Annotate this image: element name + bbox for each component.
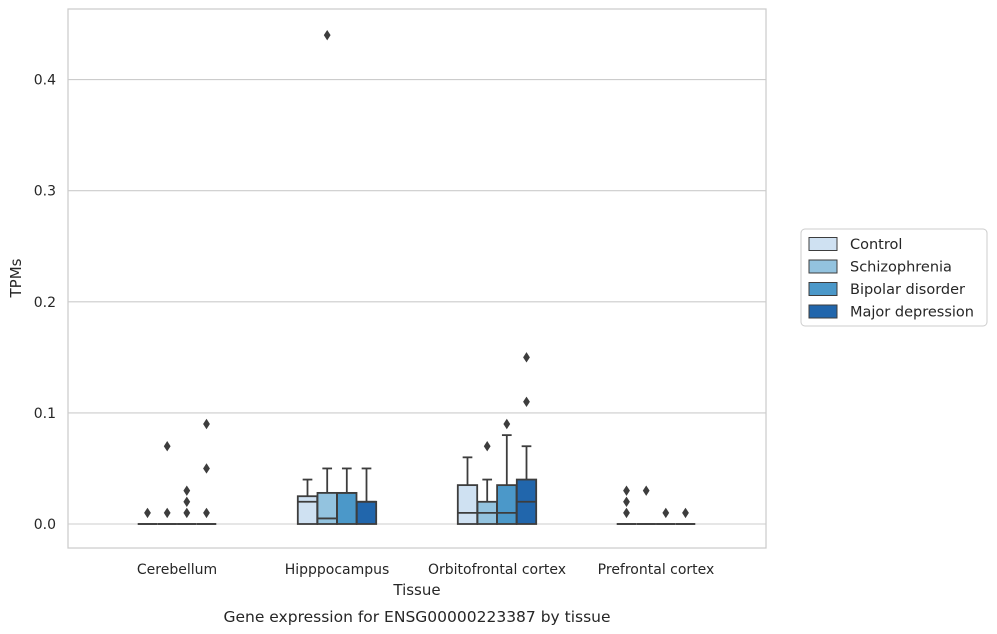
outlier-point	[183, 507, 191, 519]
y-tick-label: 0.0	[34, 517, 56, 533]
box	[675, 507, 696, 525]
legend-swatch	[808, 259, 838, 274]
legend-frame	[800, 228, 988, 327]
box	[137, 507, 158, 525]
box	[177, 485, 197, 525]
y-tick-label: 0.2	[34, 295, 56, 311]
box	[476, 441, 498, 525]
outlier-point	[183, 485, 191, 496]
outlier-point	[163, 441, 171, 452]
legend-swatch	[808, 237, 838, 251]
outlier-point	[144, 507, 151, 519]
box	[355, 467, 378, 525]
box-body	[296, 495, 319, 525]
box	[656, 507, 676, 525]
legend: Control Schizophrenia Bipolar disorder Majo…	[800, 228, 988, 327]
box	[515, 352, 538, 525]
legend-swatch	[808, 282, 838, 296]
outlier-point	[623, 507, 630, 519]
y-axis-label: TPMs	[7, 258, 25, 298]
legend-label: Control	[850, 237, 902, 253]
outlier-point	[163, 507, 171, 519]
y-tick-label: 0.1	[34, 406, 56, 422]
box-body	[355, 500, 378, 525]
outlier-point	[183, 496, 191, 507]
series-bipolar-disorder	[177, 418, 676, 525]
outlier-point	[203, 463, 210, 474]
box	[196, 418, 217, 525]
plot-area	[67, 8, 767, 549]
outlier-point	[623, 485, 630, 496]
legend-swatch	[808, 304, 838, 319]
series-major-depression	[196, 352, 696, 525]
outlier-point	[503, 418, 511, 430]
y-tick-labels: 0.0 0.1 0.2 0.3 0.4	[34, 73, 56, 533]
x-axis-label: Tissue	[392, 581, 440, 599]
outlier-point	[662, 507, 670, 519]
x-tick-label: Cerebellum	[137, 562, 217, 578]
y-tick-label: 0.3	[34, 184, 56, 200]
box-body	[336, 491, 358, 525]
series-schizophrenia	[157, 29, 656, 525]
box	[496, 418, 518, 525]
box	[636, 485, 656, 525]
x-tick-labels: Cerebellum Hipppocampus Orbitofrontal cort…	[137, 562, 714, 578]
y-tick-label: 0.4	[34, 73, 56, 89]
outlier-point	[203, 507, 210, 519]
x-tick-label: Hipppocampus	[285, 562, 390, 578]
outlier-point	[623, 496, 630, 507]
chart-caption: Gene expression for ENSG00000223387 by t…	[223, 608, 610, 626]
outlier-point	[483, 441, 491, 452]
outlier-point	[203, 418, 210, 430]
outlier-point	[523, 396, 530, 407]
x-tick-label: Orbitofrontal cortex	[428, 562, 566, 578]
outlier-point	[323, 29, 331, 41]
legend-label: Major depression	[850, 305, 974, 321]
x-tick-label: Prefrontal cortex	[598, 562, 715, 578]
series-control	[137, 456, 637, 525]
outlier-point	[523, 352, 530, 363]
box-body	[456, 484, 479, 525]
box-body	[496, 484, 518, 525]
outlier-point	[642, 485, 650, 496]
legend-label: Bipolar disorder	[850, 282, 965, 298]
legend-label: Schizophrenia	[850, 260, 952, 276]
box-series	[137, 29, 696, 525]
box	[616, 485, 637, 525]
box	[157, 441, 177, 525]
outlier-point	[682, 507, 689, 519]
